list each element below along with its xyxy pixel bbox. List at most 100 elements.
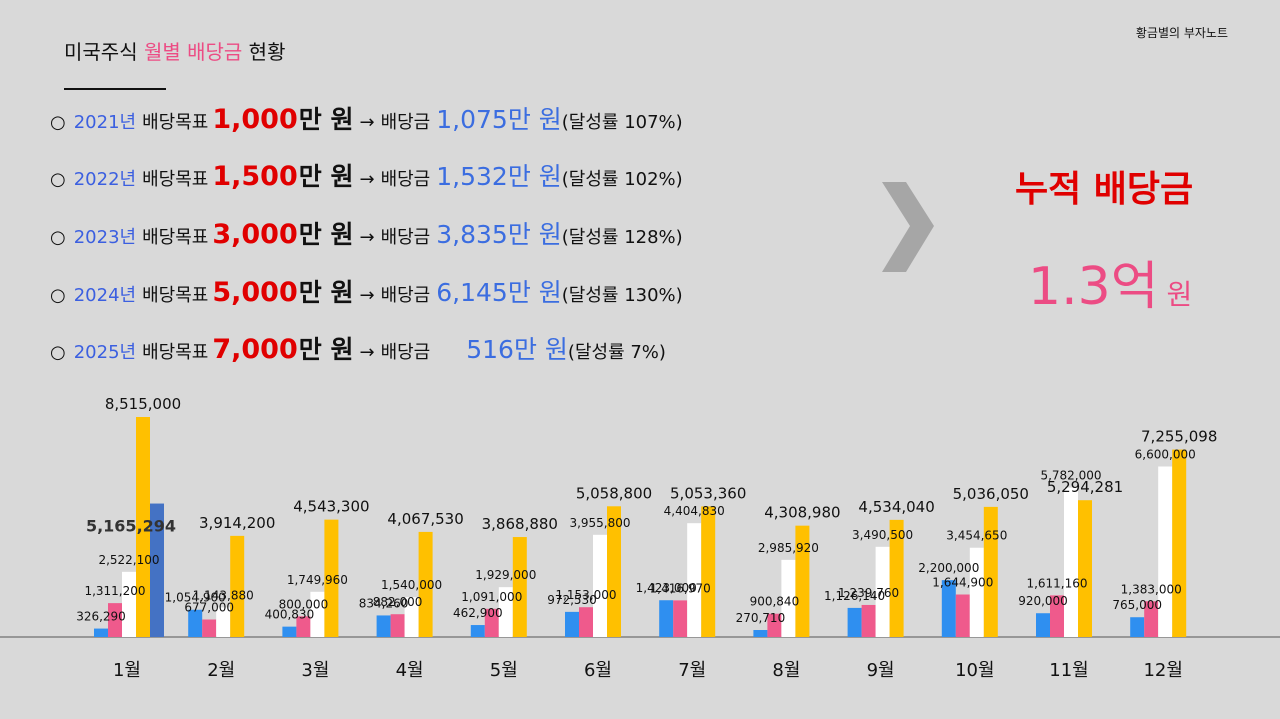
goal-rate: (달성률 7%)	[567, 342, 666, 363]
bar-2023-7	[687, 523, 702, 637]
goal-label: 배당목표	[142, 342, 209, 363]
bar-2022-7	[673, 600, 688, 637]
data-label: 972,530	[547, 593, 597, 607]
x-tick-label: 10월	[955, 660, 994, 681]
bar-2023-10	[969, 547, 984, 637]
cumulative-number: 1.3억	[1028, 257, 1159, 317]
bar-2022-12	[1144, 601, 1159, 637]
goal-target: 5,000	[212, 277, 298, 308]
goal-label: 배당목표	[142, 169, 209, 190]
data-label: 4,404,830	[664, 504, 725, 518]
bar-2024-3	[324, 519, 339, 637]
bar-2022-2	[202, 619, 217, 637]
goal-target-unit: 만 원	[298, 335, 354, 364]
data-label: 270,710	[736, 611, 786, 625]
goal-rate: (달성률 130%)	[561, 285, 683, 306]
data-label: 4,308,980	[764, 504, 840, 522]
goal-year: 2023년	[73, 227, 137, 248]
data-label: 4,543,300	[293, 498, 369, 516]
bar-2022-3	[296, 616, 311, 637]
bar-2021-5	[470, 625, 485, 637]
bar-2021-2	[188, 609, 203, 637]
x-tick-label: 7월	[678, 660, 706, 681]
cumulative-title: 누적 배당금	[1015, 169, 1194, 210]
data-label: 834,260	[359, 596, 409, 610]
arrow-icon: →	[359, 342, 375, 363]
bar-2022-8	[767, 613, 782, 637]
goal-target: 3,000	[212, 219, 298, 250]
bar-2021-8	[753, 630, 768, 637]
bar-2021-7	[659, 600, 674, 637]
goal-label: 배당목표	[142, 112, 209, 133]
bar-2024-12	[1172, 449, 1187, 637]
goal-target: 1,000	[212, 104, 298, 135]
goal-target: 1,500	[212, 161, 298, 192]
cumulative-unit: 원	[1166, 278, 1193, 311]
arrow-icon: →	[359, 169, 375, 190]
bar-2023-1	[122, 571, 136, 637]
bar-2021-10	[941, 580, 956, 637]
x-tick-label: 3월	[301, 660, 329, 681]
actual-label: 배당금	[380, 342, 431, 363]
arrow-icon: →	[359, 112, 375, 133]
x-tick-label: 5월	[490, 660, 518, 681]
data-label: 400,830	[265, 608, 315, 622]
data-label: 677,000	[184, 601, 234, 615]
data-label: 3,914,200	[199, 514, 275, 532]
bar-2021-1	[94, 628, 108, 637]
data-label: 1,143,880	[193, 588, 254, 602]
bar-2021-11	[1036, 613, 1050, 637]
data-label: 1,644,900	[932, 576, 993, 590]
data-label: 462,900	[453, 606, 503, 620]
data-label: 1,416,970	[650, 581, 711, 595]
bar-2023-3	[310, 591, 325, 637]
goal-label: 배당목표	[142, 285, 209, 306]
goal-rate: (달성률 107%)	[561, 112, 683, 133]
data-label: 2,200,000	[918, 561, 979, 575]
goal-year: 2024년	[73, 285, 137, 306]
data-label: 1,239,760	[838, 586, 899, 600]
bar-2023-8	[781, 559, 796, 637]
data-label: 900,840	[750, 595, 800, 609]
data-label: 5,294,281	[1047, 478, 1123, 496]
bar-2025-1	[150, 503, 164, 637]
bar-2024-10	[983, 506, 998, 637]
data-label: 800,000	[279, 597, 329, 611]
actual-label: 배당금	[380, 285, 431, 306]
bar-2023-9	[875, 546, 890, 637]
goal-rate: (달성률 128%)	[561, 227, 683, 248]
goal-target-unit: 만 원	[298, 220, 354, 249]
actual-label: 배당금	[380, 112, 431, 133]
goal-row: ○ 2024년 배당목표 5,000 만 원 → 배당금 6,145만 원 (달…	[50, 273, 683, 309]
data-label: 326,290	[76, 610, 126, 624]
bar-2024-7	[701, 506, 716, 637]
data-label: 1,126,140	[824, 589, 885, 603]
bullet-circle-icon: ○	[50, 112, 66, 133]
data-label: 1,423,000	[636, 581, 697, 595]
data-label: 6,600,000	[1135, 447, 1196, 461]
title-suffix: 현황	[242, 40, 286, 64]
data-label: 3,955,800	[569, 516, 630, 530]
x-tick-label: 2월	[207, 660, 235, 681]
bar-2023-12	[1158, 466, 1173, 637]
bullet-circle-icon: ○	[50, 285, 66, 306]
bullet-circle-icon: ○	[50, 227, 66, 248]
goal-target: 7,000	[212, 334, 298, 365]
arrow-icon: →	[359, 285, 375, 306]
bar-2024-6	[607, 506, 621, 637]
x-tick-label: 9월	[867, 660, 895, 681]
bar-2023-11	[1064, 487, 1078, 637]
bar-2022-4	[390, 614, 405, 637]
data-label: 5,165,294	[86, 517, 176, 536]
data-label: 5,058,800	[576, 484, 652, 502]
chevron-right-icon	[882, 182, 934, 272]
goal-year: 2025년	[73, 342, 137, 363]
bar-2024-5	[512, 537, 527, 637]
goal-row: ○ 2021년 배당목표 1,000 만 원 → 배당금 1,075만 원 (달…	[50, 100, 683, 136]
goal-row: ○ 2022년 배당목표 1,500 만 원 → 배당금 1,532만 원 (달…	[50, 157, 683, 193]
bar-2023-4	[404, 597, 419, 637]
bar-2022-6	[579, 607, 593, 637]
bar-2021-9	[847, 607, 862, 637]
data-label: 4,067,530	[387, 510, 463, 528]
